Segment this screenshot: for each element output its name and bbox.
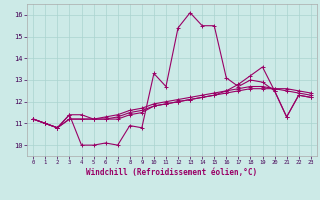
X-axis label: Windchill (Refroidissement éolien,°C): Windchill (Refroidissement éolien,°C)	[86, 168, 258, 177]
